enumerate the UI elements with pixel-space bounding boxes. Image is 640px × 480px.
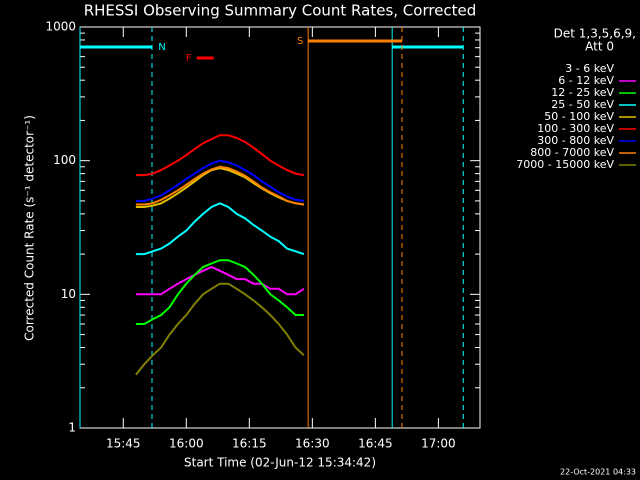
legend-label: 800 - 7000 keV xyxy=(530,146,614,159)
series-line xyxy=(135,265,305,296)
series-line xyxy=(135,202,305,256)
x-tick-label: 16:30 xyxy=(295,437,330,451)
series-line xyxy=(135,293,304,405)
series-line xyxy=(135,167,305,208)
legend-label: 6 - 12 keV xyxy=(558,74,614,87)
flag-label: F xyxy=(186,53,192,64)
y-tick-label: 10 xyxy=(61,287,76,301)
legend-label: 50 - 100 keV xyxy=(544,110,614,123)
legend-label: 3 - 6 keV xyxy=(565,62,614,75)
y-axis-label: Corrected Count Rate (s⁻¹ detector⁻¹) xyxy=(23,115,37,341)
y-tick-label: 1000 xyxy=(45,20,76,34)
x-tick-label: 16:00 xyxy=(169,437,204,451)
flag-label: N xyxy=(158,42,165,53)
legend-title: Att 0 xyxy=(585,40,614,54)
y-tick-label: 1 xyxy=(68,421,76,435)
legend-label: 25 - 50 keV xyxy=(551,98,614,111)
x-tick-label: 16:15 xyxy=(232,437,267,451)
flag-label: S xyxy=(297,36,303,47)
series-line xyxy=(135,282,305,376)
x-tick-label: 17:00 xyxy=(421,437,456,451)
legend-label: 100 - 300 keV xyxy=(537,122,614,135)
timestamp: 22-Oct-2021 04:33 xyxy=(560,468,636,477)
x-tick-label: 16:45 xyxy=(358,437,393,451)
series-line xyxy=(135,159,305,202)
legend-label: 12 - 25 keV xyxy=(551,86,614,99)
series-line xyxy=(135,165,305,206)
series-line xyxy=(135,134,305,177)
x-axis-label: Start Time (02-Jun-12 15:34:42) xyxy=(184,456,376,470)
x-tick-label: 15:45 xyxy=(106,437,141,451)
chart-title: RHESSI Observing Summary Count Rates, Co… xyxy=(84,2,477,20)
legend-label: 7000 - 15000 keV xyxy=(516,158,614,171)
legend-label: 300 - 800 keV xyxy=(537,134,614,147)
y-tick-label: 100 xyxy=(53,153,76,167)
legend-title: Det 1,3,5,6,9, xyxy=(554,27,636,41)
series-line xyxy=(135,259,304,325)
plot-frame xyxy=(79,26,481,429)
